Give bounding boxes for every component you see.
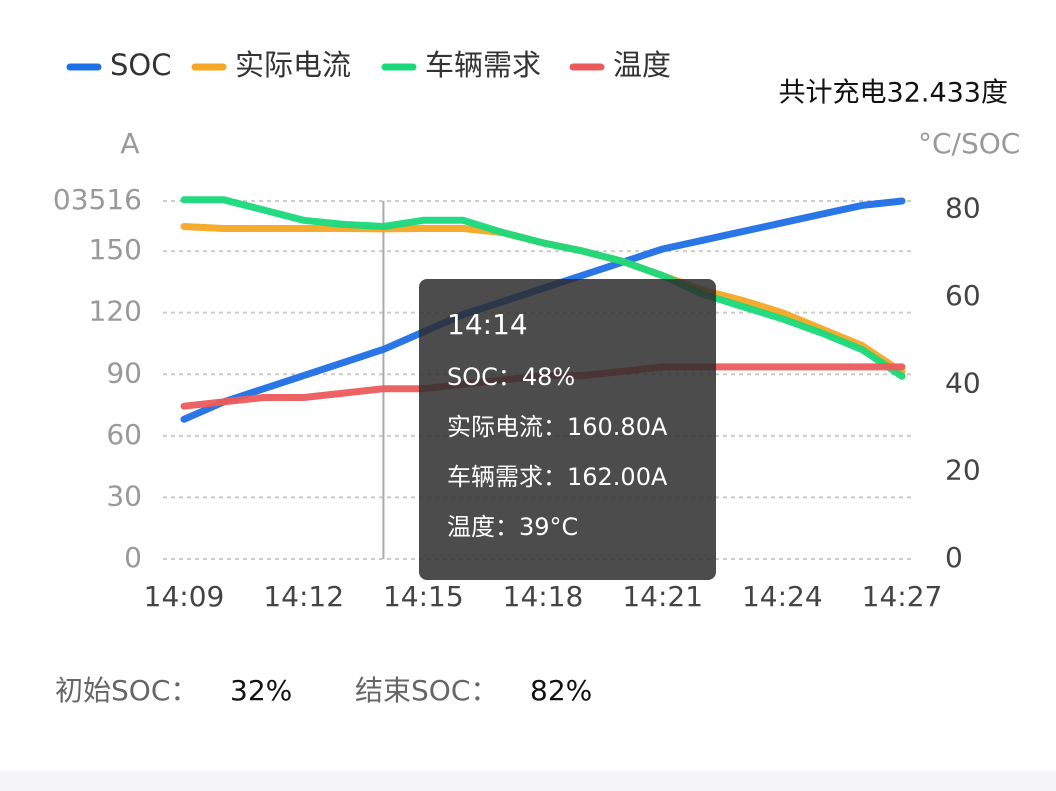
tooltip-title: 14:14	[447, 308, 528, 341]
tooltip-line: 车辆需求：162.00A	[447, 463, 668, 491]
y-tick-label: 60	[106, 418, 142, 451]
y2-axis-title: °C/SOC	[918, 127, 1020, 160]
legend-label: SOC	[110, 48, 171, 82]
y-tick-label: 03516	[53, 183, 142, 216]
x-tick-label: 14:27	[862, 580, 943, 613]
footer-band	[0, 771, 1056, 791]
y2-tick-label: 0	[945, 541, 963, 574]
x-tick-label: 14:21	[622, 580, 703, 613]
start-soc-value: 32%	[230, 674, 292, 707]
end-soc-value: 82%	[530, 674, 592, 707]
y2-tick-label: 40	[945, 366, 981, 399]
y-tick-label: 0	[124, 541, 142, 574]
y-tick-label: 150	[89, 233, 142, 266]
tooltip-line: SOC：48%	[447, 363, 575, 391]
total-charge: 共计充电32.433度	[779, 78, 1008, 109]
end-soc-label: 结束SOC：	[355, 674, 498, 707]
legend-label: 车辆需求	[425, 48, 541, 82]
legend-label: 实际电流	[235, 48, 351, 82]
tooltip-line: 实际电流：160.80A	[447, 413, 668, 441]
x-tick-label: 14:09	[144, 580, 225, 613]
tooltip-line: 温度：39°C	[447, 513, 578, 541]
x-tick-label: 14:18	[503, 580, 584, 613]
x-tick-label: 14:12	[263, 580, 344, 613]
tooltip-box	[419, 279, 716, 580]
y2-tick-label: 80	[945, 192, 981, 225]
x-tick-label: 14:24	[742, 580, 823, 613]
y-tick-label: 30	[106, 479, 142, 512]
legend-label: 温度	[613, 48, 671, 82]
y-axis-title: A	[120, 127, 139, 160]
y2-tick-label: 20	[945, 454, 981, 487]
start-soc-label: 初始SOC：	[55, 674, 198, 707]
x-tick-label: 14:15	[383, 580, 464, 613]
series-line	[180, 196, 906, 380]
y-tick-label: 90	[106, 356, 142, 389]
y-tick-label: 120	[89, 295, 142, 328]
y2-tick-label: 60	[945, 279, 981, 312]
